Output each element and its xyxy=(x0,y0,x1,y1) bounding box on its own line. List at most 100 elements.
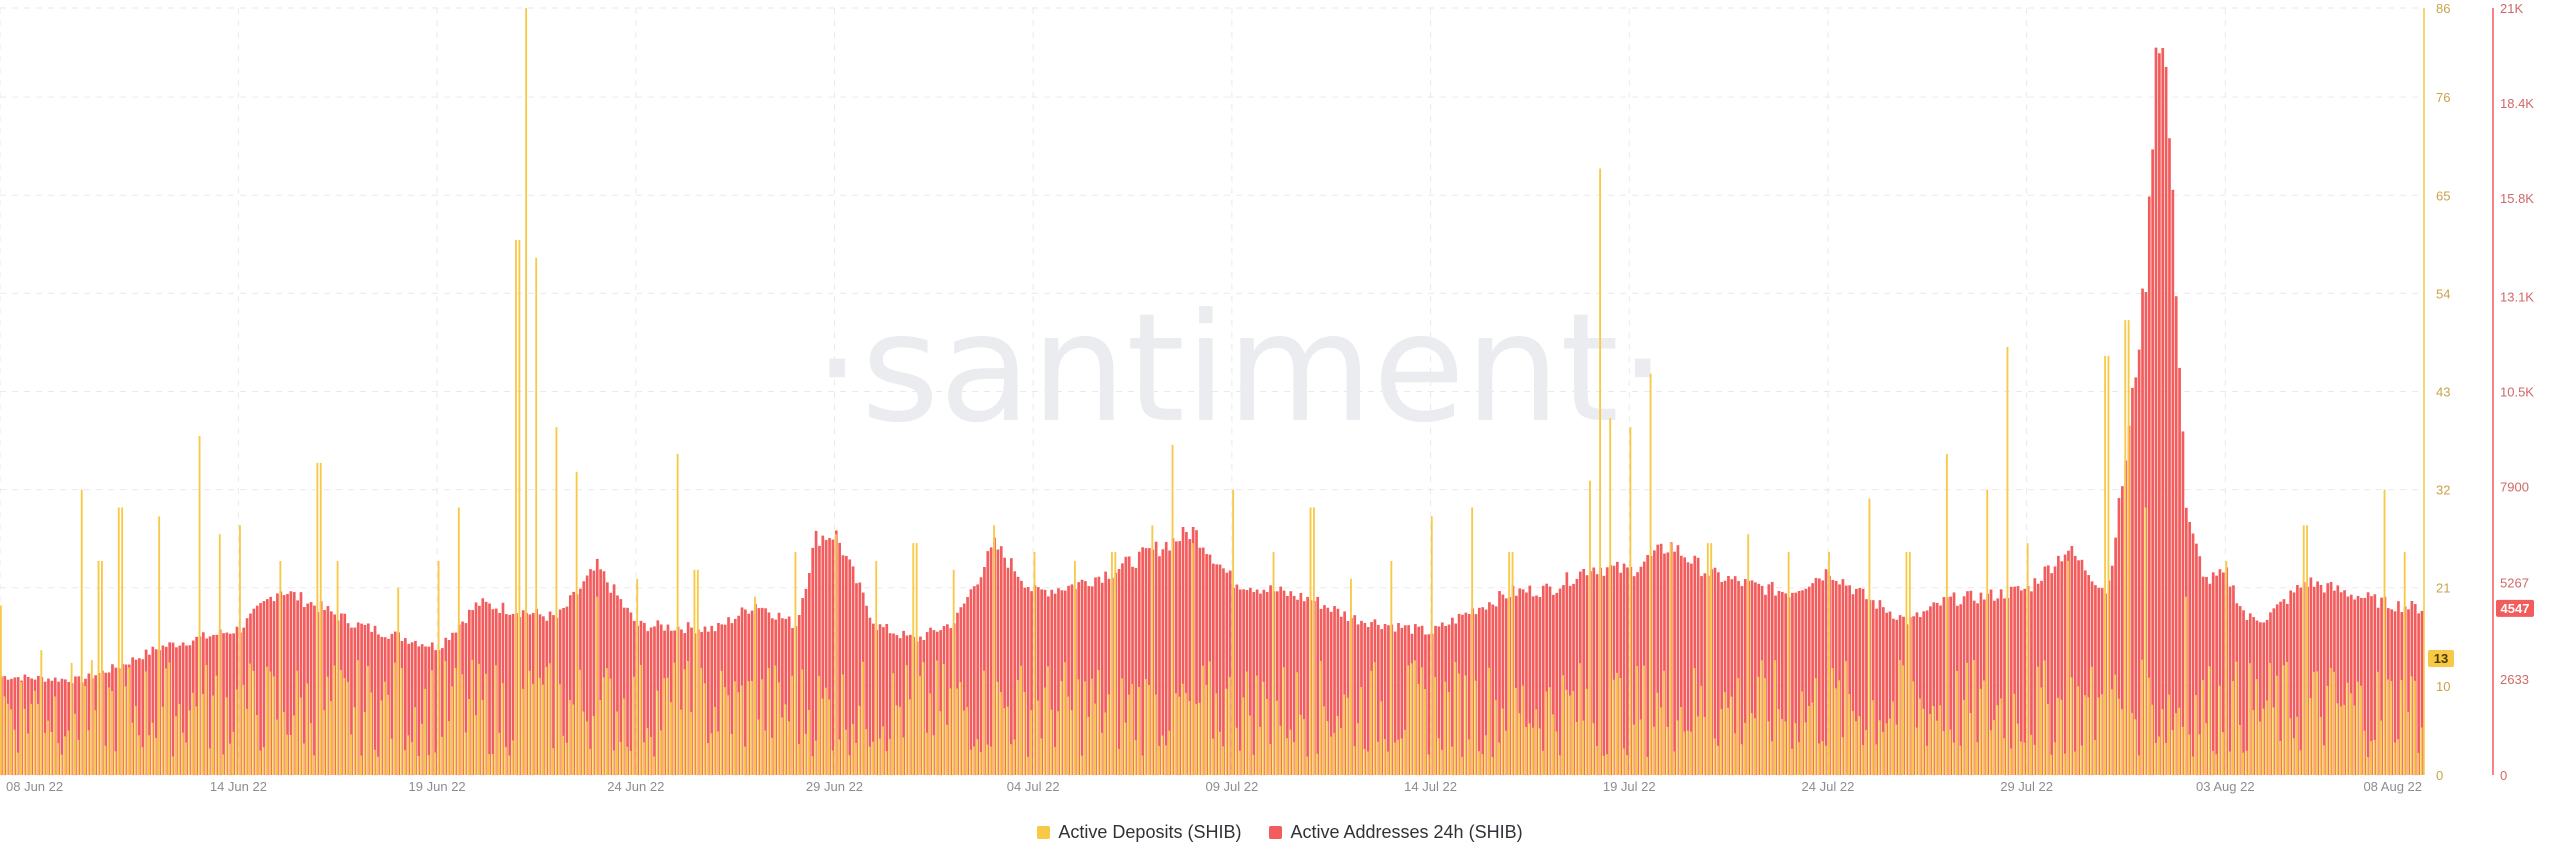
active-addresses-bar xyxy=(16,677,20,775)
active-deposits-bar xyxy=(1541,750,1544,775)
active-deposits-bar xyxy=(2181,726,2184,775)
active-deposits-bar xyxy=(976,739,979,775)
active-deposits-bar xyxy=(313,755,315,775)
active-deposits-bar xyxy=(1743,722,1746,775)
active-deposits-bar xyxy=(1488,667,1490,775)
active-deposits-bar xyxy=(1329,736,1332,775)
active-addresses-bar xyxy=(649,627,653,775)
active-deposits-bar xyxy=(1376,741,1379,775)
active-deposits-bar xyxy=(909,699,911,775)
active-addresses-bar xyxy=(1087,586,1091,775)
active-deposits-bar xyxy=(134,706,137,775)
active-deposits-bar xyxy=(1282,667,1285,775)
active-addresses-bar xyxy=(1807,586,1811,775)
active-addresses-bar xyxy=(972,586,976,775)
active-deposits-bar xyxy=(777,682,780,775)
active-addresses-bar xyxy=(1720,581,1724,775)
active-deposits-bar xyxy=(1844,661,1847,775)
active-deposits-bar xyxy=(2121,709,2123,775)
active-addresses-bar xyxy=(1656,544,1660,775)
active-addresses-bar xyxy=(1855,588,1858,775)
active-deposits-bar xyxy=(710,733,713,775)
active-deposits-bar xyxy=(1868,498,1871,775)
active-addresses-bar xyxy=(962,603,966,775)
active-addresses-bar xyxy=(77,676,81,775)
active-addresses-bar xyxy=(1467,614,1471,775)
active-deposits-bar xyxy=(939,711,942,775)
active-addresses-bar xyxy=(313,605,316,775)
active-addresses-bar xyxy=(2343,590,2346,775)
active-deposits-bar xyxy=(13,729,16,775)
active-deposits-bar xyxy=(1720,709,1723,775)
active-deposits-bar xyxy=(1107,694,1110,775)
active-deposits-bar xyxy=(814,740,817,775)
active-deposits-bar xyxy=(2269,663,2271,775)
active-addresses-bar xyxy=(1154,541,1158,775)
active-addresses-bar xyxy=(818,545,821,775)
active-deposits-bar xyxy=(720,670,723,775)
active-deposits-bar xyxy=(1306,756,1309,775)
active-deposits-bar xyxy=(1501,708,1504,775)
active-deposits-bar xyxy=(1589,480,1591,775)
active-deposits-bar xyxy=(1390,560,1393,775)
active-deposits-bar xyxy=(1683,731,1686,775)
legend-item-active-deposits[interactable]: Active Deposits (SHIB) xyxy=(1037,822,1241,843)
active-addresses-bar xyxy=(303,607,306,775)
active-deposits-bar xyxy=(1161,735,1164,775)
active-deposits-bar xyxy=(2222,732,2224,775)
active-deposits-bar xyxy=(1959,745,1962,775)
active-deposits-bar xyxy=(2077,686,2080,775)
y-left-tick-label: 54 xyxy=(2436,286,2450,301)
active-deposits-bar xyxy=(1912,681,1915,775)
active-deposits-bar xyxy=(417,756,420,775)
active-addresses-bar xyxy=(1538,596,1542,775)
active-deposits-bar xyxy=(2201,680,2204,775)
active-addresses-bar xyxy=(659,624,663,775)
active-deposits-bar xyxy=(484,673,487,775)
active-addresses-bar xyxy=(1572,583,1575,775)
active-addresses-bar xyxy=(2323,592,2326,775)
active-deposits-bar xyxy=(265,666,268,775)
active-deposits-bar xyxy=(2336,703,2339,775)
active-addresses-bar xyxy=(1228,570,1232,775)
active-deposits-bar xyxy=(1888,718,1891,775)
active-addresses-bar xyxy=(1962,596,1966,775)
active-deposits-bar xyxy=(2360,685,2362,775)
active-addresses-bar xyxy=(1286,595,1289,775)
active-deposits-bar xyxy=(323,710,326,775)
y-left-tick-label: 76 xyxy=(2436,90,2450,105)
active-deposits-bar xyxy=(175,716,177,775)
legend-item-active-addresses[interactable]: Active Addresses 24h (SHIB) xyxy=(1269,822,1523,843)
active-addresses-bar xyxy=(1679,555,1683,775)
active-addresses-bar xyxy=(680,629,683,775)
active-deposits-bar xyxy=(1905,552,1908,775)
active-deposits-bar xyxy=(37,703,39,775)
active-addresses-bar xyxy=(1363,622,1367,775)
active-deposits-bar xyxy=(1646,756,1649,775)
active-deposits-bar xyxy=(2265,700,2268,775)
active-deposits-bar xyxy=(784,704,787,775)
y-axis-left-ticks: 0 10 21 32 43 54 65 76 86 xyxy=(2436,1,2450,783)
active-deposits-bar xyxy=(1979,688,1982,775)
active-deposits-bar xyxy=(326,676,329,775)
active-deposits-bar xyxy=(1750,713,1753,775)
active-addresses-bar xyxy=(1770,581,1774,775)
active-deposits-bar xyxy=(1255,675,1258,775)
active-deposits-bar xyxy=(1538,728,1541,775)
active-deposits-bar xyxy=(511,740,514,775)
active-addresses-bar xyxy=(171,642,175,775)
active-deposits-bar xyxy=(1848,694,1851,775)
active-deposits-bar xyxy=(2003,738,2006,775)
active-deposits-bar xyxy=(989,746,992,775)
active-deposits-bar xyxy=(1747,534,1750,775)
active-deposits-bar xyxy=(393,662,396,775)
active-addresses-bar xyxy=(2147,196,2151,776)
active-addresses-bar xyxy=(1201,547,1205,775)
active-addresses-bar xyxy=(770,618,774,775)
active-deposits-bar xyxy=(2178,707,2181,775)
active-addresses-bar xyxy=(13,677,17,775)
active-deposits-bar xyxy=(680,709,682,775)
active-deposits-bar xyxy=(1841,737,1844,775)
active-deposits-bar xyxy=(1865,729,1867,775)
active-addresses-bar xyxy=(1804,588,1808,775)
